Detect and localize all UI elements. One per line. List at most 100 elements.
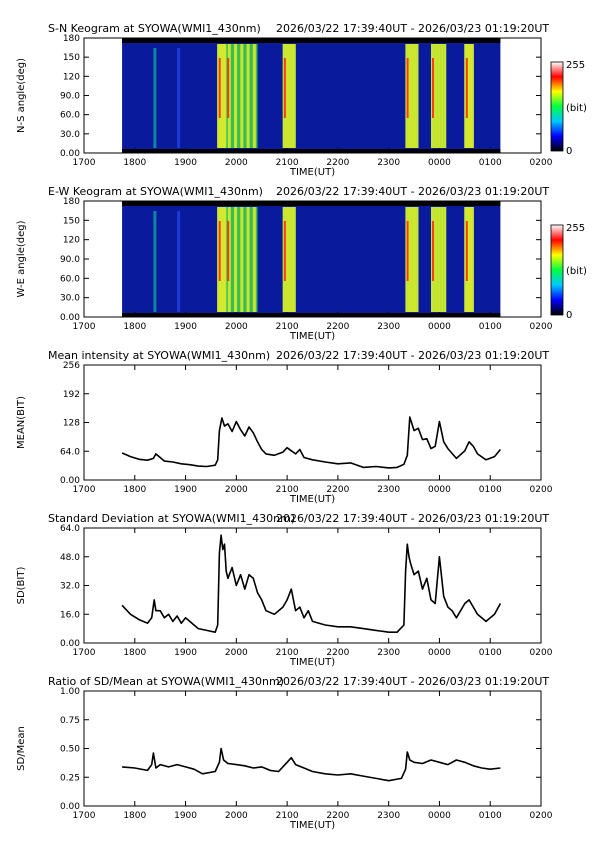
band-peak xyxy=(465,221,468,281)
x-tick-label: 1900 xyxy=(174,648,197,658)
x-tick-label: 1700 xyxy=(73,648,96,658)
y-tick-label: 64.0 xyxy=(60,447,80,457)
data-series-line xyxy=(122,747,501,782)
time-range-label: 2026/03/22 17:39:40UT - 2026/03/23 01:19… xyxy=(276,349,549,362)
band-stripe xyxy=(285,207,289,312)
x-tick-label: 0000 xyxy=(428,322,451,332)
band-peak xyxy=(465,58,468,118)
y-tick-label: 192 xyxy=(63,390,80,400)
band-stripe xyxy=(412,207,416,312)
plot-frame xyxy=(83,527,542,644)
band-stripe xyxy=(252,207,256,312)
x-tick-label: 1900 xyxy=(174,158,197,168)
x-tick-label: 1800 xyxy=(123,158,146,168)
band-stripe xyxy=(410,44,414,148)
band-stripe xyxy=(470,44,474,148)
y-tick-label: 32.0 xyxy=(60,582,80,592)
y-tick-label: 180 xyxy=(63,197,80,207)
x-tick-label: 2000 xyxy=(225,648,248,658)
band-stripe xyxy=(240,207,244,312)
keogram-bright-band xyxy=(217,44,227,148)
keogram-bottom-mask xyxy=(122,313,501,317)
x-tick-label: 2300 xyxy=(377,485,400,495)
band-stripe xyxy=(440,207,444,312)
data-series-line xyxy=(121,416,502,469)
plot-frame xyxy=(83,690,542,807)
x-axis-label: TIME(UT) xyxy=(289,331,335,342)
band-peak xyxy=(406,58,409,118)
keogram-top-mask xyxy=(122,201,501,206)
chart-panel-2: E-W Keogram at SYOWA(WMI1_430nm) 2026/03/… xyxy=(16,185,587,342)
band-stripe xyxy=(464,44,468,148)
x-tick-label: 2100 xyxy=(276,811,299,821)
band-stripe xyxy=(443,44,447,148)
time-range-label: 2026/03/22 17:39:40UT - 2026/03/23 01:19… xyxy=(276,512,549,525)
chart-title: Standard Deviation at SYOWA(WMI1_430nm) xyxy=(48,512,295,525)
x-axis-label: TIME(UT) xyxy=(289,657,335,668)
band-stripe xyxy=(407,44,411,148)
chart-title: S-N Keogram at SYOWA(WMI1_430nm) xyxy=(48,22,261,35)
x-tick-label: 2300 xyxy=(377,811,400,821)
x-tick-label: 2100 xyxy=(276,485,299,495)
colorbar xyxy=(550,224,564,316)
band-stripe xyxy=(434,207,438,312)
time-range-label: 2026/03/22 17:39:40UT - 2026/03/23 01:19… xyxy=(276,185,549,198)
y-tick-label: 30.0 xyxy=(60,294,80,304)
x-tick-label: 1800 xyxy=(123,648,146,658)
y-axis-label: MEAN(BIT) xyxy=(16,396,27,449)
y-tick-label: 120 xyxy=(63,236,80,246)
x-tick-label: 0000 xyxy=(428,648,451,658)
keogram-bright-band xyxy=(226,44,258,148)
x-tick-label: 1700 xyxy=(73,158,96,168)
x-tick-label: 2000 xyxy=(225,158,248,168)
band-peak xyxy=(218,221,221,281)
x-tick-label: 2200 xyxy=(326,158,349,168)
x-tick-label: 2200 xyxy=(326,485,349,495)
y-tick-label: 48.0 xyxy=(60,553,80,563)
x-tick-label: 2000 xyxy=(225,322,248,332)
x-tick-label: 0100 xyxy=(479,322,502,332)
chart-panel-4: Standard Deviation at SYOWA(WMI1_430nm)2… xyxy=(16,512,553,668)
plot-frame xyxy=(83,364,542,481)
x-tick-label: 1800 xyxy=(123,485,146,495)
chart-panel-5: Ratio of SD/Mean at SYOWA(WMI1_430nm)202… xyxy=(16,675,553,831)
x-tick-label: 0000 xyxy=(428,811,451,821)
band-stripe xyxy=(246,207,250,312)
x-tick-label: 0200 xyxy=(530,158,553,168)
x-tick-label: 0200 xyxy=(530,648,553,658)
band-stripe xyxy=(220,44,224,148)
y-tick-label: 0.75 xyxy=(60,716,80,726)
band-stripe xyxy=(222,44,226,148)
y-tick-label: 16.0 xyxy=(60,610,80,620)
keogram-bright-band xyxy=(464,207,474,312)
keogram-bright-band xyxy=(226,207,258,312)
band-stripe xyxy=(223,207,227,312)
keogram-bright-band xyxy=(282,44,296,148)
band-stripe xyxy=(222,207,226,312)
band-peak xyxy=(431,58,434,118)
x-tick-label: 0000 xyxy=(428,485,451,495)
chart-title: E-W Keogram at SYOWA(WMI1_430nm) xyxy=(48,185,263,198)
band-stripe xyxy=(469,44,473,148)
y-tick-label: 0.25 xyxy=(60,773,80,783)
data-series-line xyxy=(121,534,502,634)
y-tick-label: 150 xyxy=(63,53,80,63)
keogram-arc xyxy=(177,211,181,312)
colorbar-min-label: 0 xyxy=(566,310,572,321)
band-stripe xyxy=(464,207,468,312)
band-stripe xyxy=(234,44,238,148)
x-tick-label: 1800 xyxy=(123,322,146,332)
y-tick-label: 0.00 xyxy=(60,802,80,812)
chart-panel-1: S-N Keogram at SYOWA(WMI1_430nm) 2026/03/… xyxy=(16,22,587,178)
chart-title: Ratio of SD/Mean at SYOWA(WMI1_430nm) xyxy=(48,675,284,688)
band-stripe xyxy=(223,44,227,148)
band-stripe xyxy=(407,207,411,312)
y-tick-label: 256 xyxy=(63,361,80,371)
x-tick-label: 2200 xyxy=(326,648,349,658)
band-stripe xyxy=(467,207,471,312)
y-tick-label: 90.0 xyxy=(60,92,80,102)
band-peak xyxy=(406,221,409,281)
x-tick-label: 2300 xyxy=(377,648,400,658)
y-axis-label: SD(BIT) xyxy=(16,567,27,605)
